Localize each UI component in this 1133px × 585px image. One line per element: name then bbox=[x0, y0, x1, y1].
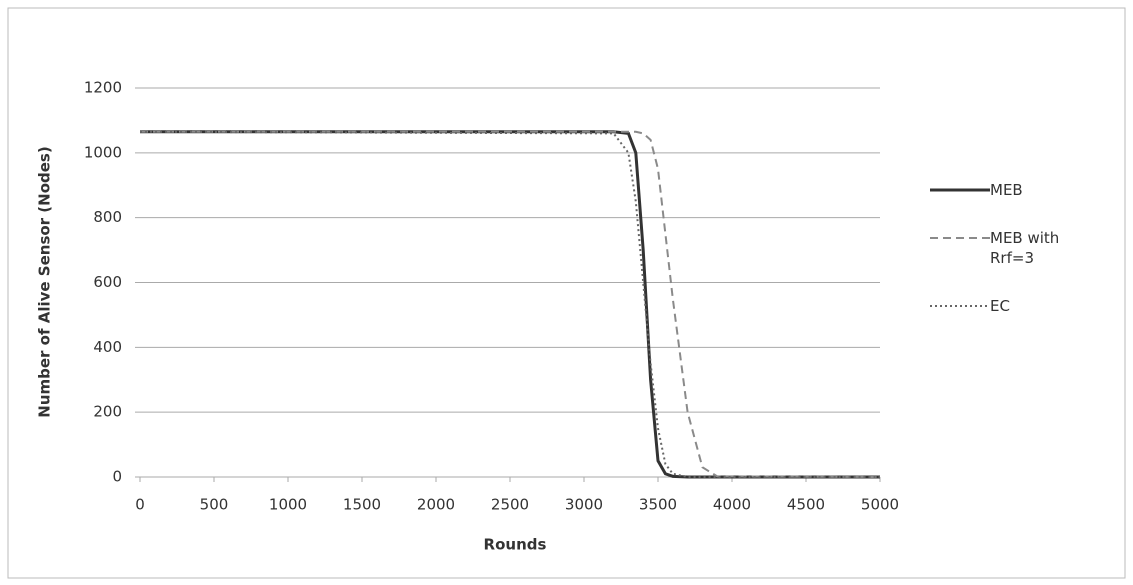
x-axis-label: Rounds bbox=[484, 536, 547, 554]
legend-swatch bbox=[930, 298, 990, 314]
x-tick-label: 5000 bbox=[861, 496, 899, 514]
x-tick-label: 500 bbox=[200, 496, 229, 514]
y-axis-label: Number of Alive Sensor (Nodes) bbox=[36, 146, 54, 417]
x-tick-label: 0 bbox=[135, 496, 145, 514]
legend-swatch bbox=[930, 230, 990, 246]
x-tick-label: 2500 bbox=[491, 496, 529, 514]
legend-swatch bbox=[930, 182, 990, 198]
x-tick-label: 4000 bbox=[713, 496, 751, 514]
x-tick-label: 1500 bbox=[343, 496, 381, 514]
x-tick-label: 4500 bbox=[787, 496, 825, 514]
page: Rounds Number of Alive Sensor (Nodes) 0 2… bbox=[0, 0, 1133, 585]
legend: MEB MEB with Rrf=3 EC bbox=[930, 180, 1100, 344]
y-tick-label: 0 bbox=[112, 468, 122, 486]
x-tick-label: 1000 bbox=[269, 496, 307, 514]
y-tick-label: 600 bbox=[93, 273, 122, 291]
y-tick-label: 1200 bbox=[84, 79, 122, 97]
legend-label: MEB with Rrf=3 bbox=[990, 228, 1070, 268]
y-tick-label: 1000 bbox=[84, 143, 122, 161]
legend-item: MEB with Rrf=3 bbox=[930, 228, 1100, 268]
legend-item: EC bbox=[930, 296, 1100, 316]
x-tick-label: 2000 bbox=[417, 496, 455, 514]
legend-label: EC bbox=[990, 296, 1070, 316]
legend-item: MEB bbox=[930, 180, 1100, 200]
y-tick-label: 200 bbox=[93, 403, 122, 421]
y-tick-label: 800 bbox=[93, 208, 122, 226]
x-tick-label: 3000 bbox=[565, 496, 603, 514]
y-tick-label: 400 bbox=[93, 338, 122, 356]
legend-label: MEB bbox=[990, 180, 1070, 200]
x-tick-label: 3500 bbox=[639, 496, 677, 514]
